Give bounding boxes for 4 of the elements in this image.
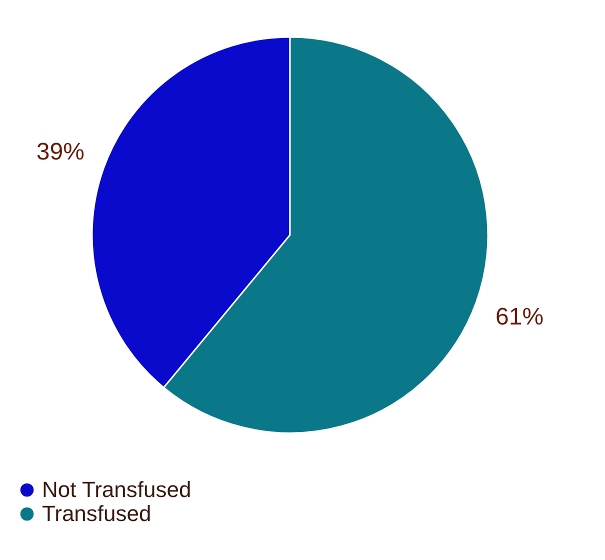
data-label: 39% bbox=[36, 138, 84, 166]
legend-label: Not Transfused bbox=[42, 477, 192, 502]
data-label: 61% bbox=[496, 304, 544, 331]
legend-label: Transfused bbox=[42, 501, 152, 526]
